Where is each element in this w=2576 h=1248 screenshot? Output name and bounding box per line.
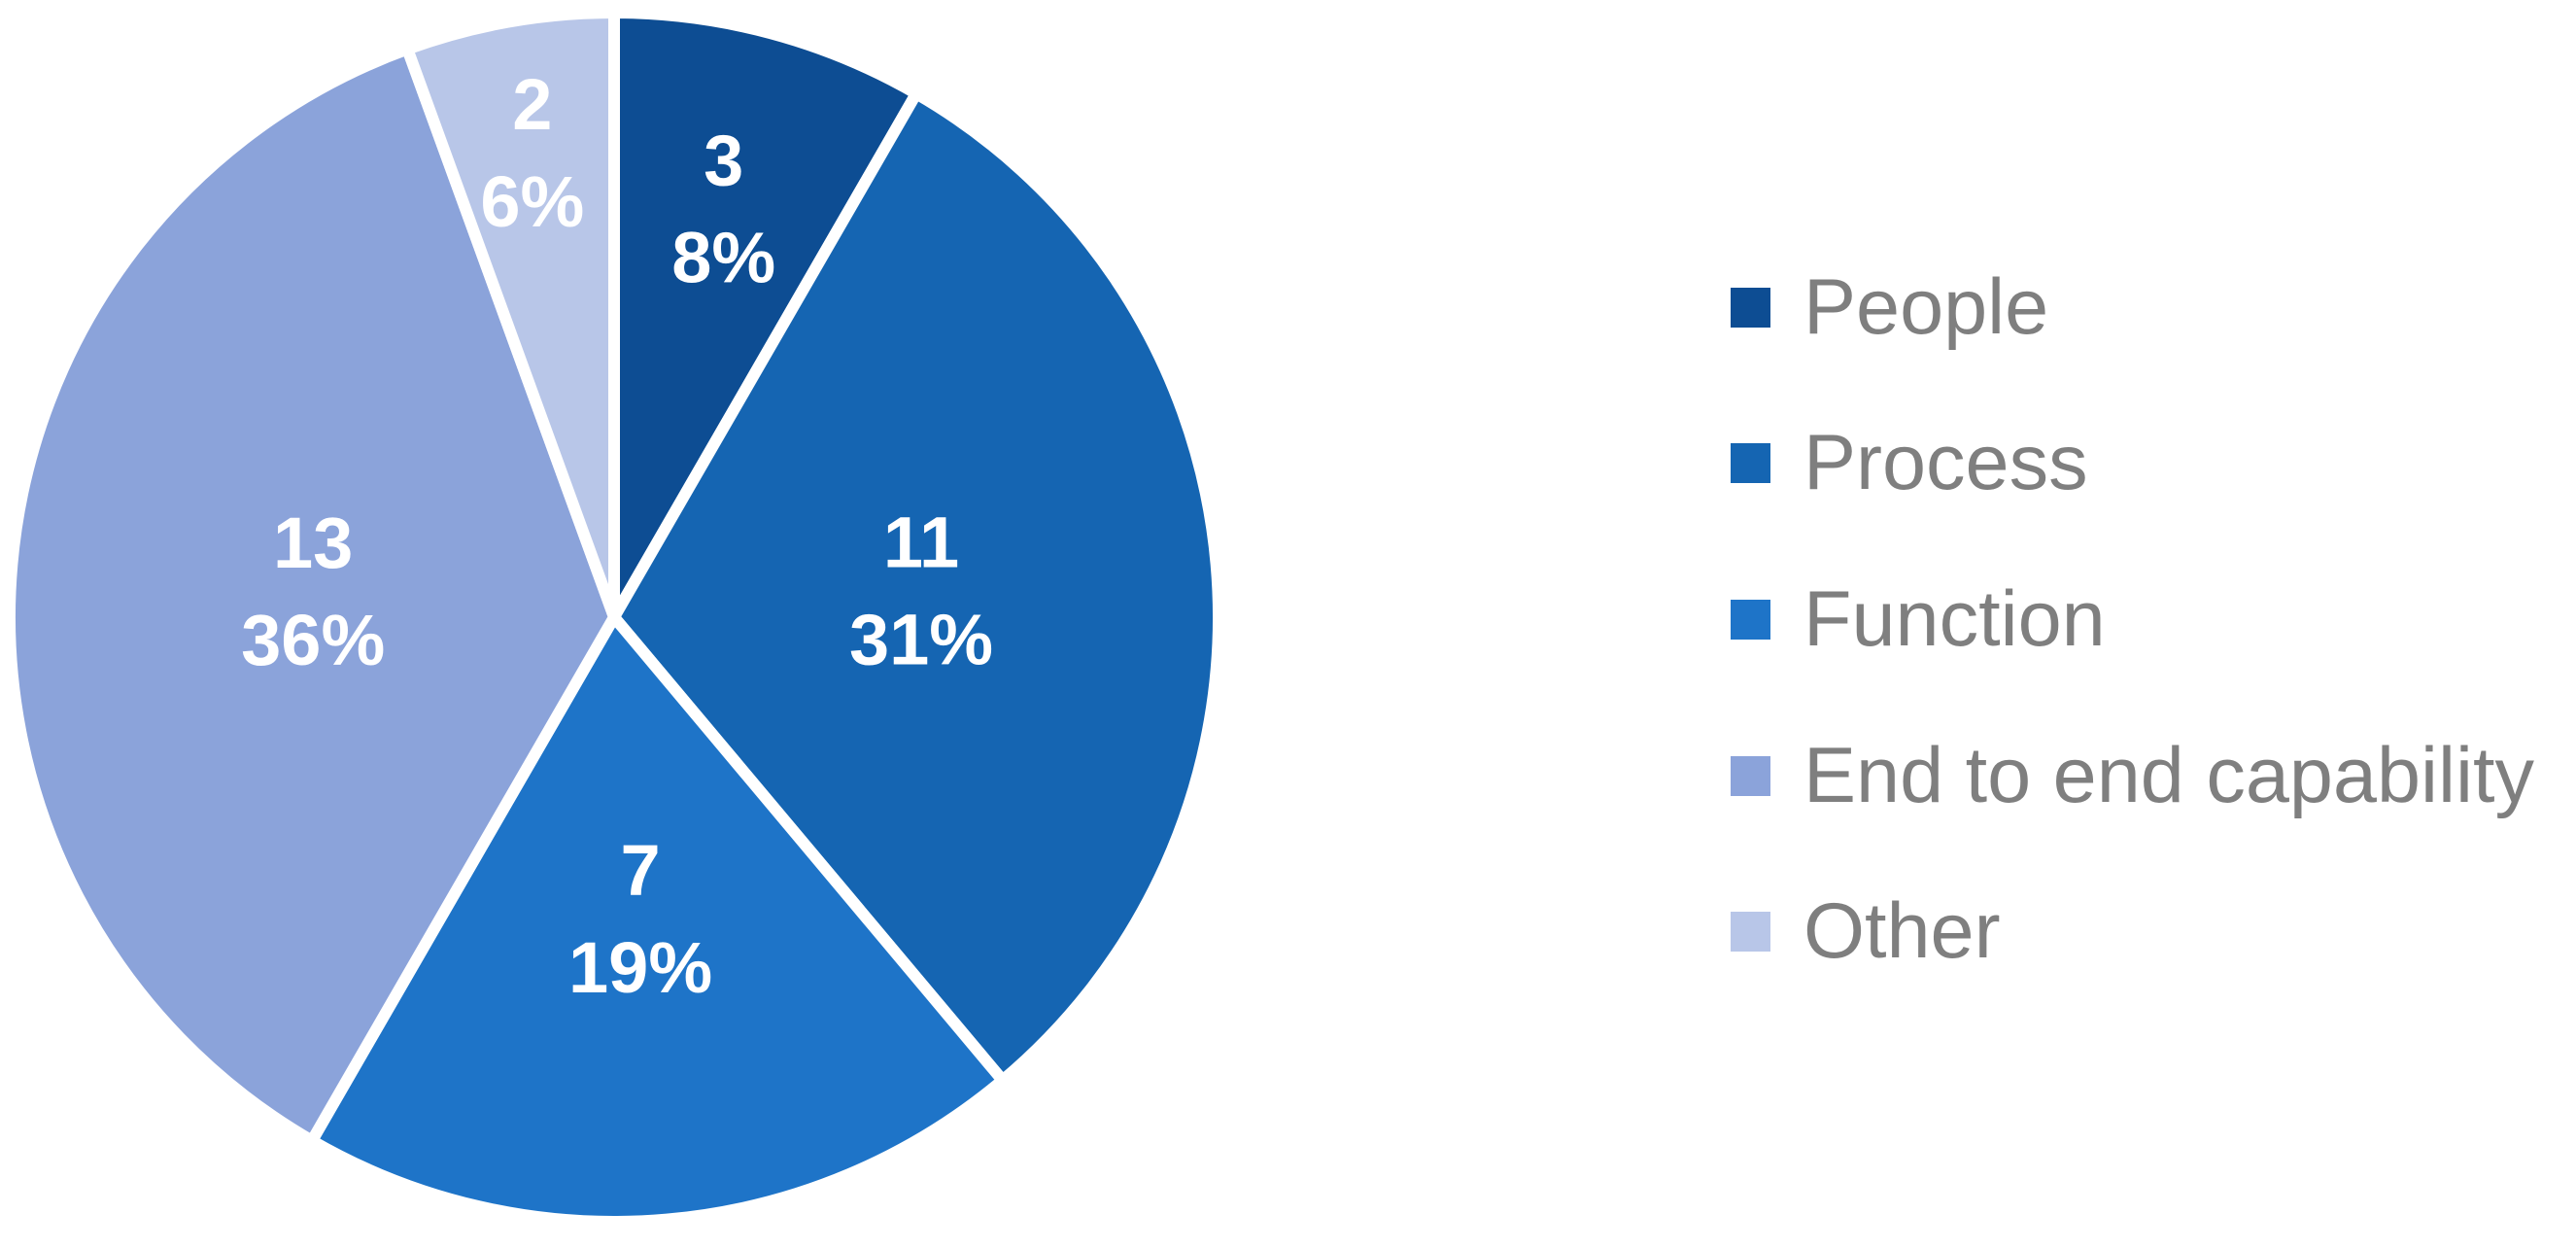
legend-label-end-to-end-capability: End to end capability (1803, 731, 2535, 819)
legend-label-process: Process (1803, 418, 2088, 506)
pie-slice-end-to-end-capability (4, 43, 620, 1147)
legend-item-other: Other (1731, 883, 2001, 980)
pie-slice-people (608, 7, 922, 623)
legend-label-other: Other (1803, 886, 2001, 975)
legend-swatch-process (1731, 442, 1770, 483)
pie-data-label-process: 11 31% (849, 502, 993, 679)
pie-data-label-function: 7 19% (568, 830, 712, 1008)
legend-label-people: People (1803, 262, 2049, 351)
legend-swatch-function (1731, 599, 1770, 640)
legend-item-function: Function (1731, 571, 2106, 668)
legend-item-end-to-end-capability: End to end capability (1731, 727, 2534, 824)
legend-swatch-end-to-end-capability (1731, 755, 1770, 796)
pie-slice-function (306, 611, 1009, 1229)
pie-slice-other (401, 7, 620, 623)
legend-swatch-people (1731, 287, 1770, 328)
pie-data-label-other: 2 6% (480, 64, 584, 242)
legend-item-process: Process (1731, 414, 2088, 511)
pie-slice-process (608, 87, 1224, 1087)
legend-item-people: People (1731, 259, 2048, 356)
pie-data-label-people: 3 8% (671, 120, 775, 297)
pie-data-label-end-to-end-capability: 13 36% (241, 503, 385, 680)
legend-swatch-other (1731, 911, 1770, 952)
legend-label-function: Function (1803, 574, 2106, 663)
